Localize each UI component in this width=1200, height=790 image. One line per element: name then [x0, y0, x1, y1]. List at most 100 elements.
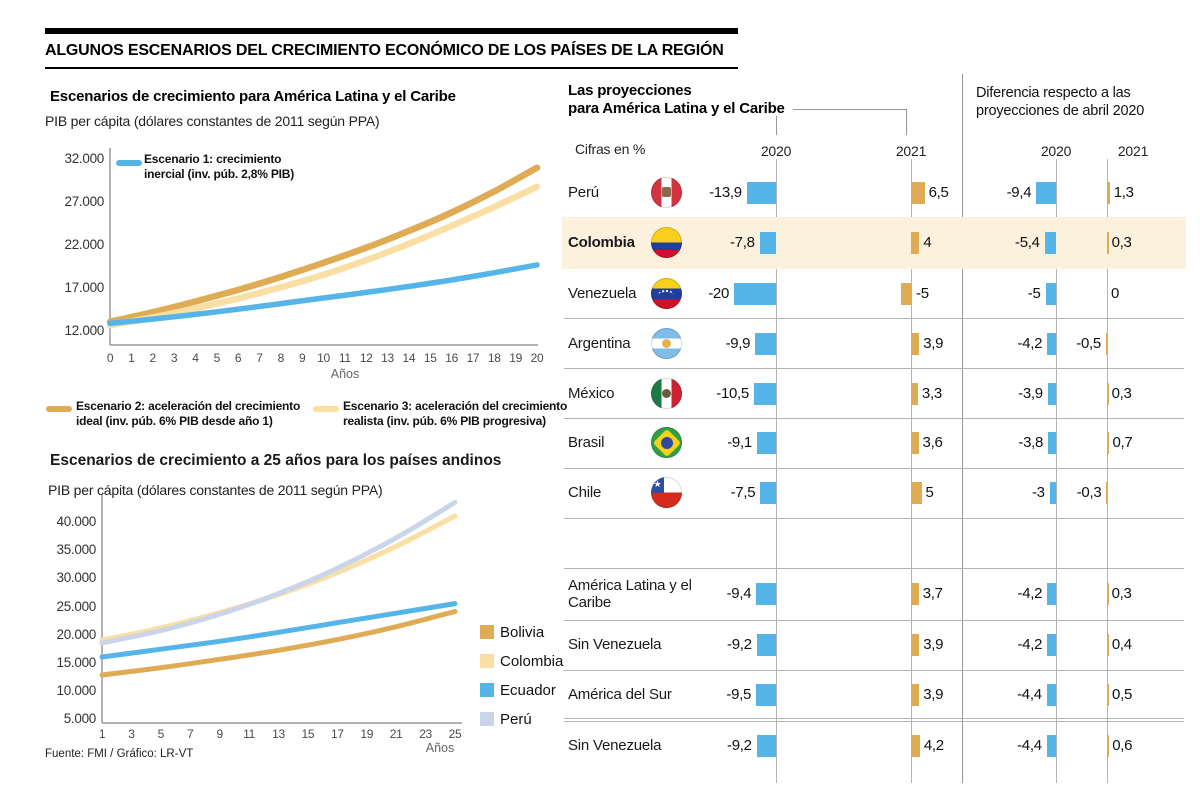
header-bracket-drop: [906, 109, 907, 135]
legend-text-line: Escenario 3: aceleración del crecimiento: [343, 399, 568, 413]
x-tick-label: 20: [530, 351, 544, 365]
bar-d2021: [1107, 583, 1109, 605]
row-separator: [564, 721, 1184, 722]
diff-title: Diferencia respecto a las proyecciones d…: [976, 84, 1196, 120]
value-p2020: -20: [708, 285, 729, 302]
legend-text-line: inercial (inv. púb. 2,8% PIB): [144, 167, 295, 181]
bar-d2021: [1107, 383, 1109, 405]
x-tick-label: 9: [216, 727, 223, 741]
series-line-escenario-3-aceleraci-n-del-cr: [106, 183, 541, 329]
row-label-colombia: Colombia: [568, 234, 635, 251]
x-tick-label: 15: [301, 727, 315, 741]
series-line-escenario-2-aceleraci-n-del-cr: [106, 164, 541, 325]
bar-d2020: [1047, 333, 1056, 355]
chart2-plot: [99, 495, 462, 724]
source-credit: Fuente: FMI / Gráfico: LR-VT: [45, 748, 194, 760]
row-label-per-: Perú: [568, 184, 599, 201]
bar-d2021: [1107, 684, 1109, 706]
x-tick-label: 8: [277, 351, 285, 365]
value-d2021: 0: [1111, 285, 1120, 302]
argentina-flag-icon: [651, 328, 682, 359]
bar-p2021: [911, 333, 920, 355]
bar-p2020: [759, 232, 776, 254]
y-tick-label: 15.000: [56, 654, 97, 670]
x-tick-label: 0: [106, 351, 114, 365]
bar-d2021: [1107, 735, 1109, 757]
x-tick-label: 4: [192, 351, 199, 365]
row-separator: [564, 368, 1184, 369]
value-d2021: 0,3: [1111, 234, 1132, 251]
legend-swatch-colombia: [480, 654, 494, 668]
x-tick-label: 17: [466, 351, 480, 365]
value-d2021: 1,3: [1113, 184, 1134, 201]
value-d2021: -0,5: [1076, 335, 1101, 352]
chart2-title: Escenarios de crecimiento a 25 años para…: [50, 452, 502, 469]
bar-d2020: [1046, 684, 1056, 706]
value-d2021: 0,7: [1112, 434, 1133, 451]
legend-label-escenario-3: Escenario 3: aceleración del crecimiento…: [343, 399, 573, 429]
value-d2021: -0,3: [1076, 484, 1102, 501]
bar-d2020: [1045, 283, 1056, 305]
proj-col-2021: 2021: [895, 143, 927, 159]
colombia-flag-icon: [651, 227, 682, 258]
legend-label-ecuador: Ecuador: [500, 682, 556, 699]
row-separator: [564, 518, 1184, 519]
column-axis-line: [911, 159, 912, 783]
series-line-escenario-1-crecimiento-inerci: [107, 262, 540, 327]
x-tick-label: 18: [487, 351, 501, 365]
mexico-flag-icon: [651, 378, 682, 409]
header-bracket-tick: [776, 116, 777, 135]
column-axis-line: [1107, 159, 1108, 783]
value-d2021: 0,6: [1112, 737, 1133, 754]
value-p2021: 4: [923, 234, 932, 251]
header-bracket-hline: [793, 109, 907, 110]
value-p2021: 5: [925, 484, 934, 501]
main-title: ALGUNOS ESCENARIOS DEL CRECIMIENTO ECONÓ…: [45, 42, 724, 59]
value-d2020: -5: [1027, 285, 1041, 302]
value-p2020: -9,2: [727, 636, 752, 653]
legend-label-colombia: Colombia: [500, 653, 564, 670]
x-tick-label: 7: [187, 727, 194, 741]
bar-p2021: [900, 283, 911, 305]
bar-d2020: [1047, 634, 1056, 656]
legend-swatch-ecuador: [480, 683, 494, 697]
projections-title-line1: Las proyecciones: [568, 82, 692, 99]
legend-text-line: Escenario 2: aceleración del crecimiento: [76, 399, 301, 413]
value-p2021: -5: [916, 285, 929, 302]
value-p2020: -9,9: [725, 335, 751, 352]
title-underline: [45, 67, 738, 69]
y-tick-label: 32.000: [64, 151, 105, 166]
projections-title: Las proyecciones para América Latina y e…: [568, 82, 808, 118]
value-p2021: 3,7: [922, 585, 943, 602]
peru-flag-icon: [651, 177, 682, 208]
value-p2021: 3,3: [921, 385, 942, 402]
x-tick-label: 3: [170, 351, 178, 365]
diff-col-2021: 2021: [1117, 143, 1149, 159]
series-line-ecuador: [99, 601, 458, 660]
bar-p2020: [755, 333, 776, 355]
value-p2020: -9,5: [726, 686, 752, 703]
value-p2020: -10,5: [716, 385, 749, 402]
x-tick-label: 21: [389, 727, 403, 741]
brasil-flag-icon: [651, 427, 682, 458]
row-label-argentina: Argentina: [568, 335, 631, 352]
value-p2021: 6,5: [928, 184, 949, 201]
diff-title-line2: proyecciones de abril 2020: [976, 103, 1145, 119]
bar-p2020: [753, 383, 776, 405]
value-p2020: -9,4: [726, 585, 752, 602]
chart1-plot: [106, 148, 541, 346]
y-tick-label: 20.000: [56, 626, 97, 642]
x-tick-label: 2: [149, 351, 157, 365]
venezuela-flag-icon: [651, 278, 682, 309]
series-line-bolivia: [99, 609, 458, 678]
y-tick-label: 25.000: [56, 598, 97, 614]
legend-text-line: realista (inv. púb. 6% PIB progresiva): [343, 414, 546, 428]
legend-text-line: ideal (inv. púb. 6% PIB desde año 1): [76, 414, 273, 428]
bar-d2021: [1107, 432, 1109, 454]
diff-title-line1: Diferencia respecto a las: [976, 85, 1131, 101]
chart2-subtitle: PIB per cápita (dólares constantes de 20…: [48, 482, 383, 498]
chart1-title: Escenarios de crecimiento para América L…: [50, 88, 456, 105]
value-d2020: -4,2: [1017, 585, 1043, 602]
x-tick-label: 1: [128, 351, 135, 365]
